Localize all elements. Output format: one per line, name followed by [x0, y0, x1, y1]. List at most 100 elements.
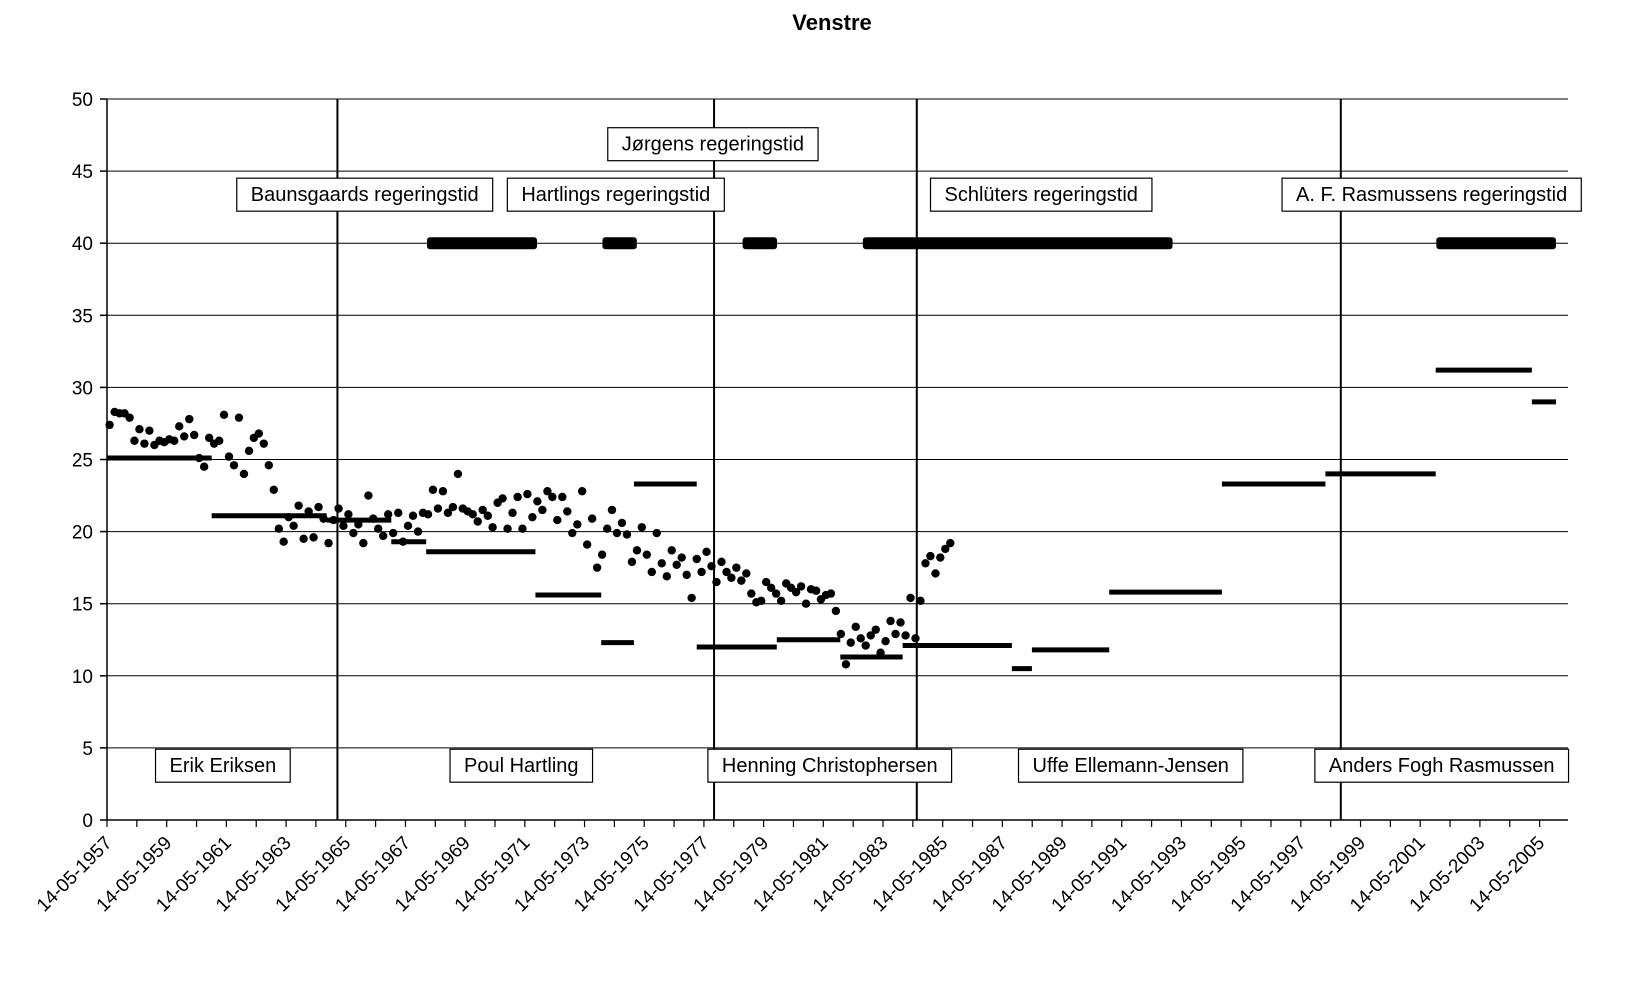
poll-point — [766, 583, 776, 593]
poll-point — [826, 589, 836, 598]
poll-point — [518, 524, 527, 533]
poll-point — [637, 523, 647, 532]
poll-point — [413, 527, 423, 536]
poll-point — [702, 547, 711, 556]
election-result-lines — [107, 367, 1556, 672]
poll-point — [841, 660, 851, 669]
leader-label-text: Erik Eriksen — [170, 755, 277, 777]
poll-point — [284, 512, 293, 522]
regime-labels: Jørgens regeringstid Baunsgaards regering… — [236, 127, 1582, 212]
regime-label-text: Hartlings regeringstid — [521, 184, 710, 206]
y-tick-label: 5 — [82, 739, 93, 760]
poll-point — [324, 538, 333, 548]
poll-point — [259, 439, 269, 448]
poll-point — [876, 648, 885, 657]
poll-point — [304, 507, 313, 516]
poll-point — [776, 596, 786, 606]
leader-label: Uffe Ellemann-Jensen — [1017, 748, 1244, 783]
poll-point — [742, 569, 751, 578]
y-tick-label: 0 — [82, 811, 93, 832]
poll-points — [105, 407, 955, 669]
poll-point — [423, 510, 433, 519]
poll-point — [438, 487, 448, 496]
poll-point — [627, 557, 637, 567]
poll-point — [722, 567, 731, 577]
poll-point — [796, 582, 806, 591]
poll-point — [707, 562, 716, 571]
poll-point — [931, 569, 940, 578]
leader-labels: Erik Eriksen Poul Hartling Henning Christo… — [154, 748, 1570, 783]
regime-label-box — [929, 177, 1153, 212]
leader-label: Anders Fogh Rasmussen — [1314, 748, 1570, 783]
poll-point — [607, 505, 617, 515]
y-tick-label: 40 — [72, 234, 93, 255]
poll-point — [851, 622, 860, 631]
y-tick-label: 25 — [72, 451, 93, 472]
poll-point — [881, 636, 890, 646]
poll-point — [140, 439, 149, 448]
poll-point — [130, 436, 139, 445]
poll-point — [344, 510, 353, 519]
leader-label-box — [449, 748, 594, 783]
government-bar — [602, 237, 637, 250]
poll-point — [896, 618, 905, 627]
poll-point — [558, 492, 567, 502]
y-tick-labels: 0 5 10 15 20 25 30 35 40 45 50 — [72, 90, 93, 832]
poll-point — [314, 502, 323, 512]
poll-point — [488, 523, 497, 532]
poll-point — [185, 414, 194, 424]
poll-point — [667, 546, 676, 555]
poll-point — [543, 487, 552, 496]
poll-point — [592, 563, 602, 572]
poll-point — [727, 573, 736, 582]
y-tick-label: 20 — [72, 523, 93, 544]
poll-point — [383, 510, 393, 519]
poll-point — [254, 429, 264, 438]
poll-point — [334, 504, 343, 513]
poll-point — [747, 589, 756, 598]
y-tick-label: 10 — [72, 667, 93, 688]
y-tick-label: 15 — [72, 595, 93, 616]
poll-point — [756, 596, 766, 606]
poll-point — [294, 501, 303, 510]
poll-point — [274, 524, 284, 533]
poll-point — [906, 593, 915, 603]
poll-point — [936, 553, 945, 562]
poll-point — [239, 469, 249, 479]
leader-label-text: Poul Hartling — [464, 755, 579, 777]
government-period-bars — [426, 237, 1556, 250]
regime-label: Schlüters regeringstid — [929, 177, 1153, 212]
government-bar — [426, 237, 538, 250]
poll-point — [299, 534, 308, 544]
y-tick-label: 45 — [72, 162, 93, 183]
regime-label-box — [1281, 177, 1582, 212]
government-bar — [1436, 237, 1556, 250]
poll-point — [612, 528, 622, 538]
poll-point — [573, 520, 582, 529]
poll-point — [737, 576, 746, 585]
y-tick-label: 30 — [72, 378, 93, 399]
poll-point — [513, 492, 522, 502]
poll-point — [428, 485, 438, 494]
leader-label-box — [707, 748, 953, 783]
regime-label-text: Schlüters regeringstid — [945, 184, 1138, 206]
poll-point — [289, 521, 298, 531]
poll-point — [234, 413, 244, 422]
poll-point — [582, 540, 592, 549]
poll-point — [448, 502, 458, 512]
poll-point — [697, 567, 706, 577]
poll-point — [394, 508, 403, 518]
regime-label-box — [506, 177, 725, 212]
regime-label: Baunsgaards regeringstid — [236, 177, 494, 212]
poll-point — [553, 515, 562, 525]
poll-point — [339, 521, 348, 531]
poll-point — [886, 616, 895, 626]
leader-label: Henning Christophersen — [707, 748, 953, 783]
leader-label: Poul Hartling — [449, 748, 594, 783]
poll-point — [916, 596, 925, 606]
poll-point — [528, 512, 537, 522]
poll-point — [677, 553, 686, 562]
poll-point — [354, 520, 363, 529]
poll-point — [871, 625, 880, 634]
